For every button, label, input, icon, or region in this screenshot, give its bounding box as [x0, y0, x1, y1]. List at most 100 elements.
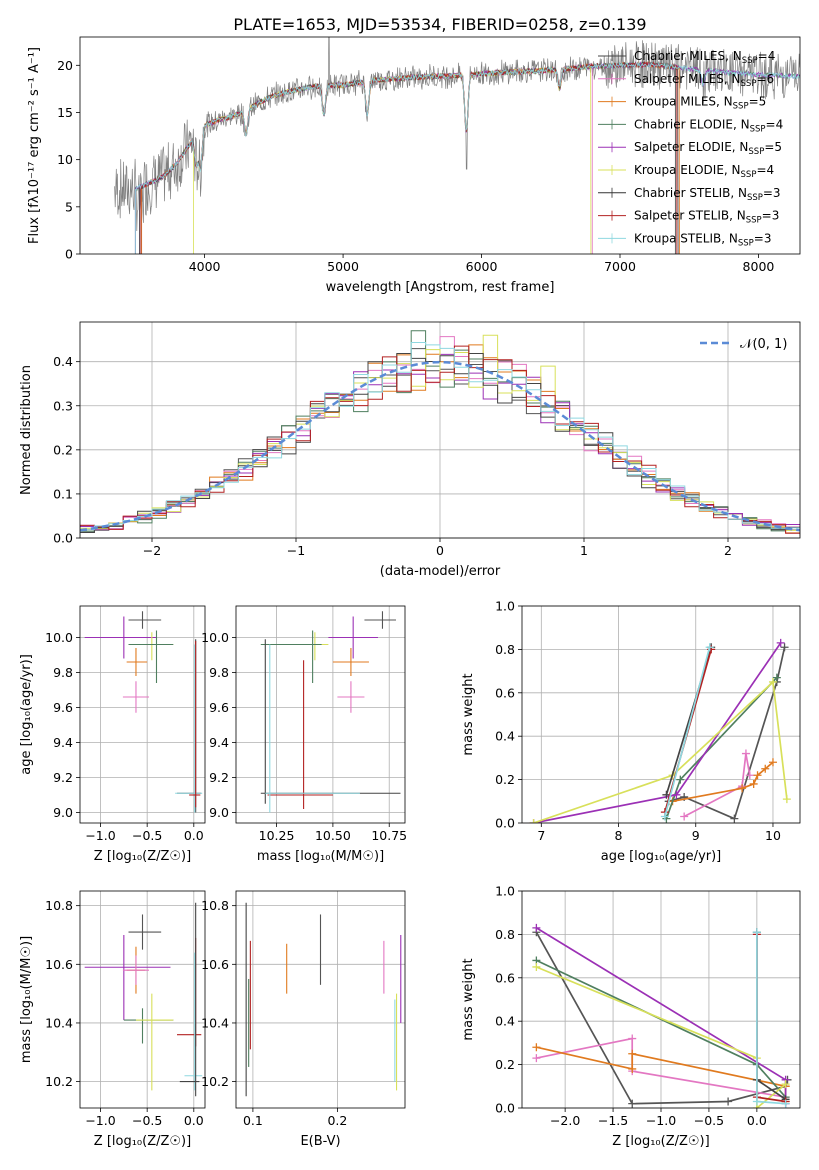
weight-point [749, 779, 758, 788]
legend-entry-value: =6 [756, 72, 774, 86]
y-tick-label: 10.4 [45, 1015, 73, 1030]
x-axis-label: Z [log₁₀(Z/Z☉)] [94, 849, 191, 864]
y-tick-label: 10.6 [45, 957, 73, 972]
plot-area [236, 606, 405, 823]
y-tick-label: 9.0 [53, 805, 73, 820]
x-tick-label: 10 [765, 828, 781, 843]
weight-point [724, 1097, 733, 1106]
plot-content [84, 902, 203, 1097]
y-tick-label: 10.2 [45, 1074, 73, 1089]
weight-point [532, 1054, 541, 1063]
figure-title: PLATE=1653, MJD=53534, FIBERID=0258, z=0… [233, 15, 646, 34]
x-tick-label: −1.0 [85, 1113, 115, 1128]
y-tick-label: 0.4 [495, 1014, 515, 1029]
y-tick-label: 10.0 [201, 630, 229, 645]
x-tick-label: 0.0 [747, 1113, 767, 1128]
legend-entry-subscript: SSP [738, 238, 754, 248]
plot-content [532, 923, 792, 1108]
y-tick-label: 9.6 [53, 700, 73, 715]
y-axis-label: age [log₁₀(age/yr)] [19, 654, 34, 775]
y-tick-label: 1.0 [495, 884, 515, 899]
weight-point [761, 764, 770, 773]
legend-entry-text: Salpeter MILES, N [634, 72, 741, 86]
residual-histogram [80, 345, 800, 534]
x-tick-label: 1 [580, 543, 588, 558]
x-axis-label: Z [log₁₀(Z/Z☉)] [94, 1134, 191, 1149]
y-tick-label: 1.0 [495, 599, 515, 614]
y-tick-label: 0 [65, 247, 73, 262]
x-axis-label: E(B-V) [300, 1134, 340, 1149]
weight-point [672, 790, 681, 799]
legend-entry: Chabrier MILES, NSSP=4 [634, 49, 775, 66]
axes-frame [79, 890, 206, 1109]
x-tick-label: −1.0 [85, 828, 115, 843]
y-axis-label: Flux [fλ10⁻¹⁷ erg cm⁻² s⁻¹ A⁻¹] [27, 47, 42, 244]
weight-point [738, 784, 747, 793]
weight-point [782, 795, 791, 804]
age-weight-panel: 7 8 9 10 0.0 0.2 0.4 0.6 0.8 1.0 age [log₁₀(age/yr… [461, 599, 801, 864]
x-tick-label: 9 [692, 828, 700, 843]
legend-entry-subscript: SSP [742, 56, 758, 66]
weight-line [683, 753, 751, 818]
y-tick-label: 0.4 [495, 729, 515, 744]
weight-line [533, 680, 788, 823]
legend-entry-text: Chabrier STELIB, N [634, 186, 747, 200]
legend-entry: Salpeter ELODIE, NSSP=5 [634, 140, 782, 157]
x-tick-label: 6000 [466, 259, 498, 274]
plot-content [529, 638, 791, 823]
y-tick-label: 0.2 [495, 772, 515, 787]
weight-point [752, 928, 761, 937]
legend-entry: Salpeter STELIB, NSSP=3 [634, 209, 779, 226]
x-tick-label: −2 [143, 543, 161, 558]
axes-frame [235, 890, 406, 1109]
legend-entry: Salpeter MILES, NSSP=6 [634, 72, 774, 89]
x-tick-label: 0 [436, 543, 444, 558]
ebv-mass-panel: 0.1 0.2 10.2 10.4 10.6 10.8 E(B-V) [201, 890, 406, 1149]
x-tick-label: 0.0 [184, 1113, 204, 1128]
x-axis-label: Z [log₁₀(Z/Z☉)] [612, 1134, 709, 1149]
y-tick-label: 9.4 [209, 735, 229, 750]
legend-entry-value: =4 [758, 49, 776, 63]
legend-entry: Kroupa ELODIE, NSSP=4 [634, 163, 774, 180]
legend-entry-subscript: SSP [741, 170, 757, 180]
plot-area [522, 606, 800, 823]
metallicity-mass-panel: −1.0 −0.5 0.0 10.2 10.4 10.6 10.8 Z [log₁₀(Z/Z☉… [19, 890, 206, 1149]
axes-frame [79, 605, 206, 824]
legend-entry-text: Kroupa ELODIE, N [634, 163, 741, 177]
weight-point [532, 962, 541, 971]
y-tick-label: 5 [65, 199, 73, 214]
legend-entry-value: =4 [756, 163, 774, 177]
y-tick-label: 0.0 [53, 531, 73, 546]
weight-point [628, 1064, 637, 1073]
y-tick-label: 10.8 [45, 898, 73, 913]
weight-point [680, 812, 689, 821]
y-tick-label: 0.2 [53, 442, 73, 457]
y-tick-label: 0.0 [495, 1101, 515, 1116]
weight-point [741, 749, 750, 758]
legend-entry: Kroupa MILES, NSSP=5 [634, 95, 766, 112]
y-tick-label: 10.0 [45, 630, 73, 645]
weight-point [529, 819, 538, 823]
legend-entry-subscript: SSP [748, 147, 764, 157]
weight-point [532, 923, 541, 932]
weight-point [776, 638, 785, 647]
legend-entry-value: =3 [762, 209, 780, 223]
legend-entry-subscript: SSP [750, 124, 766, 134]
legend-entry-text: Salpeter STELIB, N [634, 209, 746, 223]
y-axis-label: mass [log₁₀(M/M☉)] [19, 936, 34, 1063]
x-tick-label: 5000 [327, 259, 359, 274]
x-tick-label: 8000 [743, 259, 775, 274]
weight-point [532, 1043, 541, 1052]
legend-entry-value: =3 [754, 231, 772, 245]
y-tick-label: 20 [57, 58, 73, 73]
weight-point [705, 643, 714, 652]
residuals-panel: −2 −1 0 1 2 0.0 0.1 0.2 0.3 0.4 (data-model)/error… [19, 321, 801, 579]
axes-frame [79, 321, 801, 539]
x-tick-label: 4000 [189, 259, 221, 274]
x-axis-label: age [log₁₀(age/yr)] [601, 849, 722, 864]
axes-frame [521, 605, 801, 824]
y-tick-label: 0.3 [53, 398, 73, 413]
x-tick-label: −1 [287, 543, 305, 558]
y-tick-label: 9.0 [209, 805, 229, 820]
